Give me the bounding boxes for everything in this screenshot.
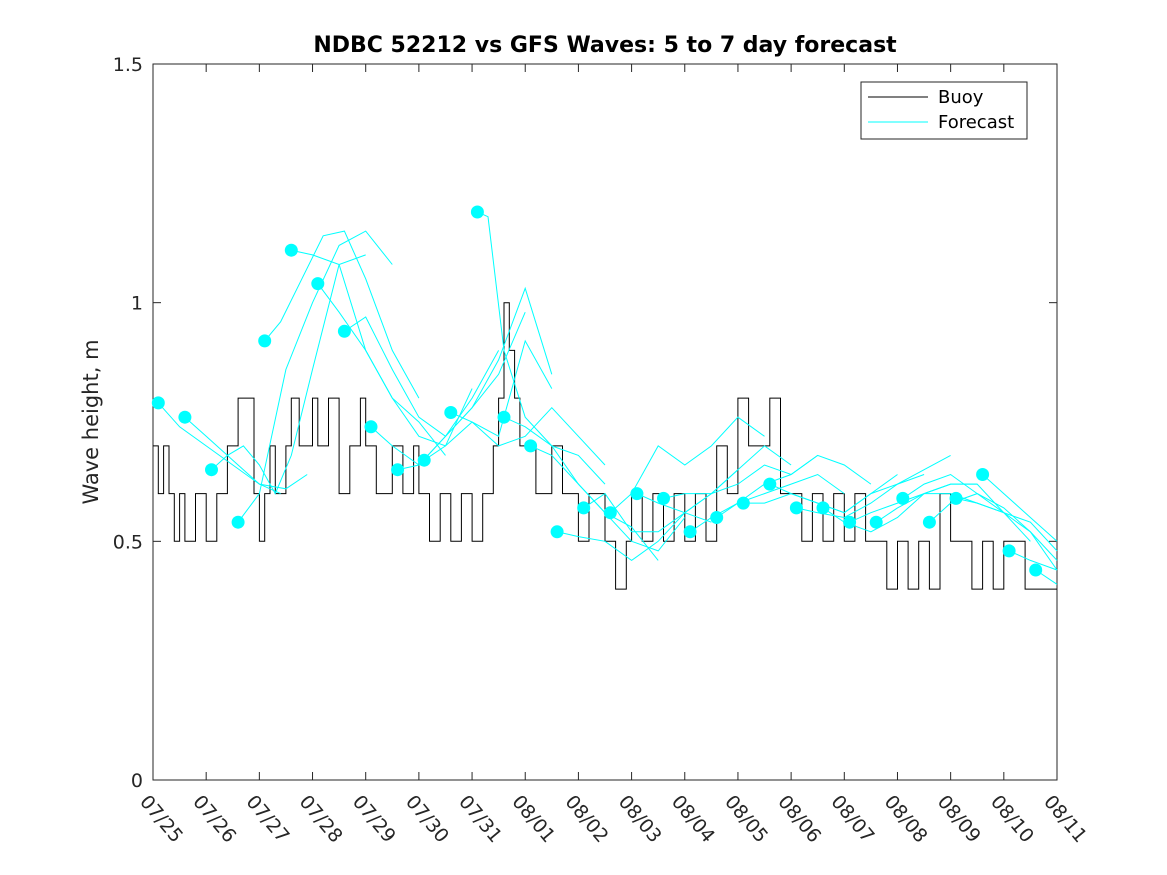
forecast-start-marker-5 [258,334,272,348]
forecast-series-line-25 [796,454,951,519]
forecast-start-marker-19 [630,487,644,501]
buoy-series-line [153,302,1057,590]
forecast-start-marker-9 [364,420,378,434]
forecast-series-line-10 [397,286,553,471]
forecast-start-marker-8 [337,324,351,338]
forecast-start-marker-27 [843,515,857,529]
forecast-start-marker-16 [550,525,564,539]
data-layer [151,205,1058,590]
plot-area [152,63,1058,781]
forecast-start-marker-2 [178,410,192,424]
y-tick-label: 0 [131,770,143,792]
forecast-start-marker-31 [949,491,963,505]
legend-forecast-label: Forecast [938,112,1014,133]
forecast-start-marker-6 [284,243,298,257]
forecast-start-marker-22 [710,511,724,524]
forecast-start-marker-29 [896,491,910,505]
forecast-start-marker-24 [763,477,777,491]
legend-box [860,81,1028,140]
forecast-series-line-1 [157,402,281,495]
forecast-start-marker-12 [444,406,458,419]
forecast-series-line-12 [450,406,606,466]
forecast-start-marker-7 [311,277,325,291]
forecast-start-marker-25 [789,501,803,515]
y-tick-label: 1 [131,293,143,315]
forecast-start-marker-26 [816,501,830,515]
forecast-start-marker-15 [524,439,538,453]
forecast-start-marker-33 [1002,544,1016,558]
forecast-start-marker-1 [151,396,165,410]
forecast-start-marker-32 [976,468,990,481]
forecast-series-line-2 [184,416,308,490]
forecast-start-marker-20 [657,491,670,505]
forecast-start-marker-18 [603,506,617,520]
forecast-start-marker-13 [470,205,484,219]
legend-buoy-label: Buoy [938,87,984,108]
forecast-series-line-8 [344,316,500,438]
forecast-series-line-5 [264,230,420,399]
forecast-start-marker-10 [391,463,405,477]
forecast-start-marker-3 [205,463,218,477]
forecast-series-line-4 [237,230,393,523]
forecast-start-marker-34 [1029,563,1043,577]
forecast-series-line-13 [477,211,606,485]
y-tick-label: 0.5 [113,531,143,553]
forecast-series-line-33 [1008,550,1058,571]
y-tick-label: 1.5 [113,54,143,76]
forecast-start-marker-11 [417,453,431,467]
forecast-series-line-30 [929,493,1058,571]
forecast-start-marker-4 [231,515,245,529]
forecast-start-marker-28 [869,515,883,529]
forecast-start-marker-14 [497,410,511,424]
chart-title: NDBC 52212 vs GFS Waves: 5 to 7 day fore… [313,33,897,58]
forecast-series-line-31 [955,497,1058,552]
forecast-start-marker-21 [683,525,697,539]
y-axis-label: Wave height, m [79,339,103,504]
legend: Buoy Forecast [860,81,1028,140]
forecast-series-line-11 [423,339,553,461]
forecast-start-marker-30 [922,515,936,529]
forecast-start-marker-23 [736,496,750,510]
forecast-series-line-32 [982,474,1058,542]
forecast-start-marker-17 [577,501,591,515]
